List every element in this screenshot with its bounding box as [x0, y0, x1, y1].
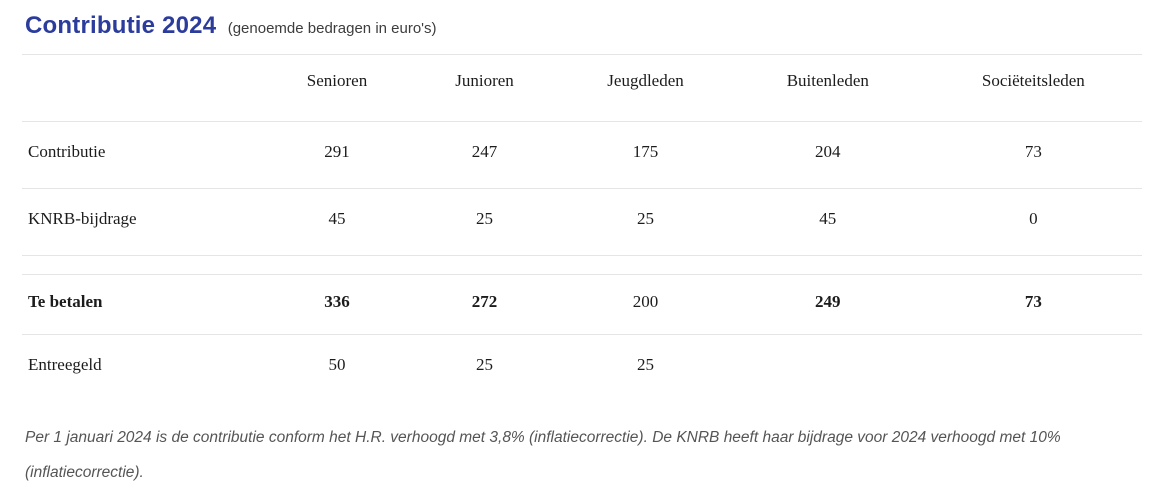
- content-area: Contributie 2024 (genoemde bedragen in e…: [22, 12, 1148, 481]
- cell-value: 73: [924, 121, 1142, 189]
- cell-value: 336: [265, 274, 409, 335]
- cell-value: 249: [730, 274, 925, 335]
- table-spacer-row: [22, 255, 1142, 275]
- cell-value: [731, 335, 925, 400]
- row-label: KNRB-bijdrage: [22, 188, 266, 256]
- table-row-te-betalen: Te betalen 336 272 200 249 73: [22, 274, 1142, 335]
- page-title-note: (genoemde bedragen in euro's): [227, 20, 437, 37]
- cell-value: 25: [476, 355, 494, 374]
- column-header-buitenleden: Buitenleden: [730, 54, 925, 122]
- table-row-contributie: Contributie 291 247 175 204 73: [22, 121, 1142, 189]
- row-label: Entreegeld: [28, 355, 102, 374]
- cell-value: 291: [265, 121, 409, 189]
- footnote-text: Per 1 januari 2024 is de contributie con…: [25, 429, 1061, 481]
- column-header-jeugdleden: Jeugdleden: [560, 54, 731, 122]
- cell-value: 0: [924, 188, 1142, 256]
- table-row-entreegeld: Entreegeld 50 25 25: [22, 335, 1142, 400]
- table-row-knrb-bijdrage: KNRB-bijdrage 45 25 25 45 0: [22, 188, 1142, 256]
- cell-value: 204: [730, 121, 925, 189]
- row-label: Contributie: [22, 121, 266, 189]
- cell-value: 50: [328, 355, 346, 374]
- cell-value: 25: [408, 188, 561, 256]
- column-header-junioren: Junioren: [408, 54, 561, 122]
- page-header: Contributie 2024 (genoemde bedragen in e…: [25, 12, 1148, 40]
- column-header-senioren: Senioren: [265, 54, 409, 122]
- column-header-societeitsleden: Sociëteitsleden: [924, 54, 1142, 122]
- cell-value: 45: [730, 188, 925, 256]
- page-title: Contributie 2024: [25, 12, 217, 39]
- cell-value: 73: [924, 274, 1142, 335]
- row-label: Te betalen: [22, 274, 266, 335]
- cell-value: 200: [560, 274, 731, 335]
- cell-value: 25: [560, 188, 731, 256]
- cell-value: 25: [637, 355, 655, 374]
- column-header-empty: [22, 54, 266, 122]
- cell-value: 272: [408, 274, 561, 335]
- spacer-cell: [22, 255, 1142, 275]
- cell-value: 175: [560, 121, 731, 189]
- contribution-table: Senioren Junioren Jeugdleden Buitenleden…: [22, 54, 1142, 399]
- cell-value: 247: [408, 121, 561, 189]
- cell-value: 45: [265, 188, 409, 256]
- cell-value: [925, 335, 1142, 400]
- table-header-row: Senioren Junioren Jeugdleden Buitenleden…: [22, 54, 1142, 122]
